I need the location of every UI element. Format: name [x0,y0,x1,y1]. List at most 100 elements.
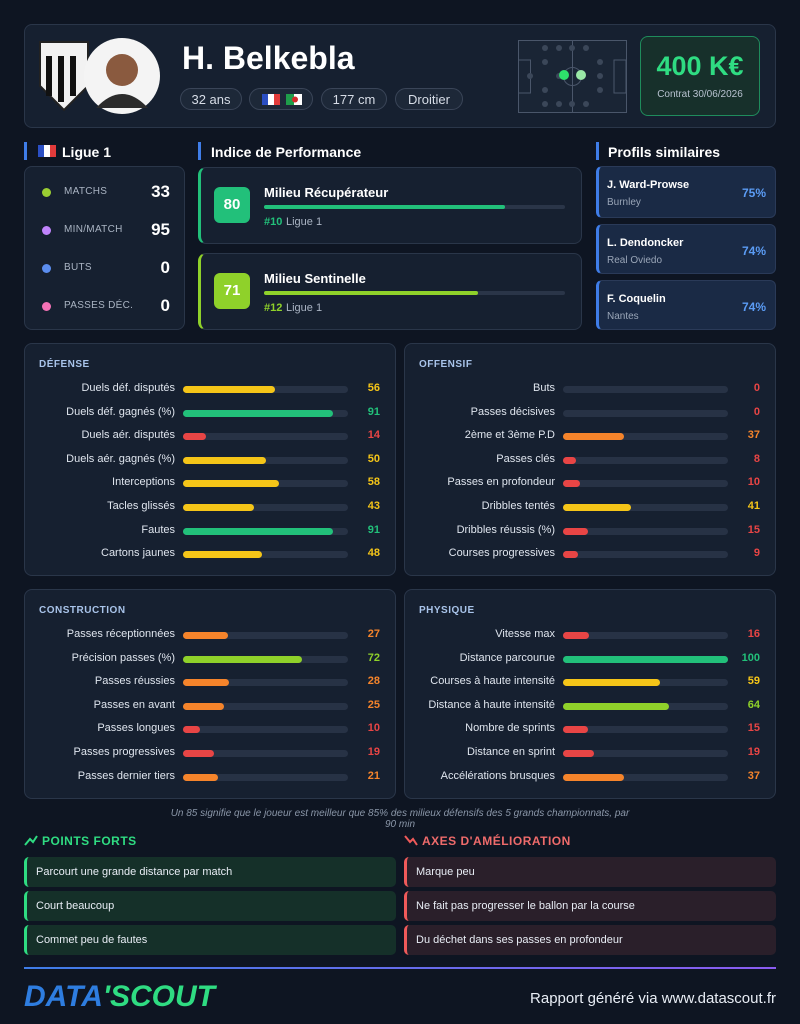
bar-track [183,551,348,559]
divider [24,967,776,969]
bar-track [563,433,728,441]
league-flag [38,145,56,157]
similar-match: 75% [741,186,766,200]
accent [198,142,201,160]
bar [563,480,580,488]
similar-name: J. Ward-Prowse [607,179,690,191]
stat-label: Courses à haute intensité [430,675,555,688]
stat-value: 21 [367,769,380,782]
foot: Droitier [395,88,463,110]
rank-league: Ligue 1 [286,302,323,314]
bar-track [183,679,348,687]
strengths-title: POINTS FORTS [42,834,137,848]
bar-track [563,726,728,734]
similar-name: F. Coquelin [607,293,666,305]
bar [563,433,625,441]
list-item [24,857,396,887]
bar [183,655,302,663]
stat-value: 10 [367,722,380,735]
stat-label: 2ème et 3ème P.D [464,429,555,442]
stat-value: 37 [747,769,760,782]
bar-track [183,702,348,710]
similar-name: L. Dendoncker [607,237,684,249]
market-value: 400 K€ [656,51,744,81]
stat-label: Dribbles réussis (%) [456,523,555,536]
stat-label: BUTS [64,262,92,273]
stat-label: Distance en sprint [466,746,555,758]
similar-match: 74% [741,300,766,314]
stat-icon [42,264,51,273]
bar-track [183,726,348,734]
stat-value: 91 [367,523,380,536]
stat-value: 8 [753,452,760,465]
stat-value: 91 [367,405,380,418]
stat-value: 25 [367,698,380,711]
stat-value: 33 [151,182,170,201]
bar-track [563,750,728,757]
bar [183,480,279,488]
score-box: 71 [214,273,250,309]
stat-value: 10 [747,476,760,489]
up-icon [24,835,38,846]
stat-label: Duels déf. disputés [81,382,175,394]
performance-title: Indice de Performance [211,144,362,160]
stat-value: 19 [367,746,380,758]
stat-value: 56 [367,382,380,394]
bar [563,773,625,781]
bar-track [183,433,348,441]
section-title: PHYSIQUE [419,605,475,616]
player-name: H. Belkebla [182,40,355,76]
rank: #10 [264,216,283,228]
stat-label: Cartons jaunes [101,547,175,560]
bar [563,679,661,687]
stat-label: Passes dernier tiers [77,769,175,782]
section-title: CONSTRUCTION [39,605,126,616]
bar-track [183,504,348,511]
stat-label: Duels aér. gagnés (%) [66,452,175,465]
bar-track [563,480,728,488]
position-pitch [518,40,627,113]
bar [183,702,225,710]
score-bar [264,291,478,295]
bar [183,773,218,781]
contract: Contrat 30/06/2026 [657,89,743,100]
stat-value: 27 [367,628,380,640]
flags [262,94,302,105]
similar-card [596,166,776,218]
list-item [24,925,396,955]
similar-card [596,280,776,330]
bar [183,551,263,559]
stat-icon [42,226,51,235]
stat-value: 15 [747,523,760,536]
stat-label: Vitesse max [495,628,555,640]
list-item [404,857,776,887]
list-text: Commet peu de fautes [36,934,148,946]
similar-title: Profils similaires [608,144,721,160]
stat-label: Passes décisives [470,405,555,418]
bar-track [563,632,728,639]
stat-value: 50 [367,452,380,465]
stat-label: Accélérations brusques [440,769,555,782]
section-title: DÉFENSE [39,359,90,370]
list-item [24,891,396,921]
bar [563,632,590,639]
bar-track [563,386,728,393]
brand: DATA'SCOUT [24,980,215,1014]
stat-label: Courses progressives [448,547,555,560]
bar [563,702,669,710]
footer-text: Rapport généré via www.datascout.fr [530,990,776,1007]
role: Milieu Sentinelle [264,271,366,286]
bar [183,527,334,535]
list-text: Parcourt une grande distance par match [36,866,233,878]
stat-label: Passes en avant [93,698,175,711]
list-text: Marque peu [416,866,475,878]
stat-label: PASSES DÉC. [64,300,134,311]
stat-label: Passes longues [97,722,175,735]
stat-value: 9 [753,547,760,560]
stat-label: Distance à haute intensité [428,698,555,711]
bar [183,632,228,639]
bar-track [183,456,348,464]
bar [563,726,588,734]
bar [183,409,334,417]
stat-value: 19 [747,746,760,758]
